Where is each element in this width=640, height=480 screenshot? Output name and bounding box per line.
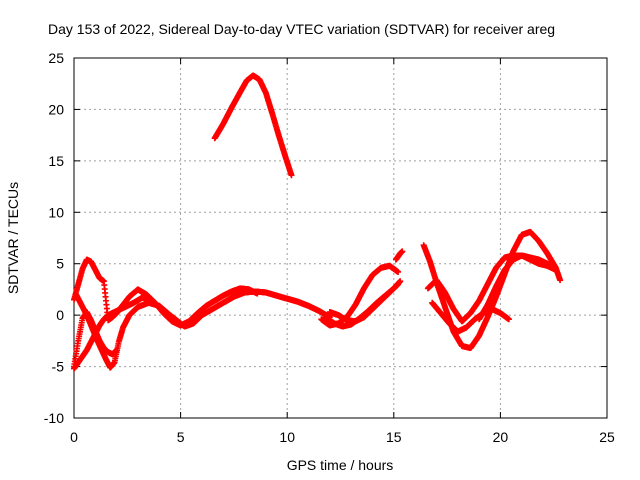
data-point <box>395 268 402 275</box>
series-arc-b <box>71 256 261 329</box>
series-arc-d <box>71 309 120 370</box>
x-tick-label: 10 <box>279 429 295 445</box>
data-point <box>177 320 184 327</box>
series-arc-g <box>326 281 402 325</box>
data-point <box>557 277 564 284</box>
data-point <box>552 266 559 273</box>
data-point <box>395 281 402 288</box>
chart-title: Day 153 of 2022, Sidereal Day-to-day VTE… <box>48 21 555 37</box>
y-tick-label: 20 <box>48 101 64 117</box>
x-tick-label: 20 <box>493 429 509 445</box>
x-tick-label: 0 <box>70 429 78 445</box>
y-tick-label: -10 <box>44 410 64 426</box>
y-tick-label: 5 <box>56 256 64 272</box>
plot-frame <box>73 57 608 419</box>
x-tick-label: 5 <box>177 429 185 445</box>
data-point <box>288 172 295 179</box>
y-tick-label: 10 <box>48 204 64 220</box>
y-tick-label: 25 <box>48 50 64 66</box>
data-point <box>113 347 120 354</box>
series-arc-l <box>476 252 559 323</box>
data-point <box>254 290 261 297</box>
series-arc-h <box>392 248 406 263</box>
data-point <box>505 316 512 323</box>
y-tick-label: 0 <box>56 307 64 323</box>
data-markers <box>71 72 564 372</box>
grid <box>74 58 607 418</box>
x-tick-label: 15 <box>386 429 402 445</box>
axis-ticks: 0 5 10 15 20 25 -10 -5 0 5 10 15 20 25 <box>44 50 615 445</box>
y-tick-label: -5 <box>52 359 65 375</box>
y-tick-label: 15 <box>48 153 64 169</box>
series-arc-peak <box>211 72 295 179</box>
y-axis-label: SDTVAR / TECUs <box>5 182 21 294</box>
x-tick-label: 25 <box>599 429 615 445</box>
data-point <box>399 248 406 255</box>
x-axis-label: GPS time / hours <box>287 457 394 473</box>
data-point <box>397 278 404 285</box>
series-arc-a <box>71 288 333 372</box>
